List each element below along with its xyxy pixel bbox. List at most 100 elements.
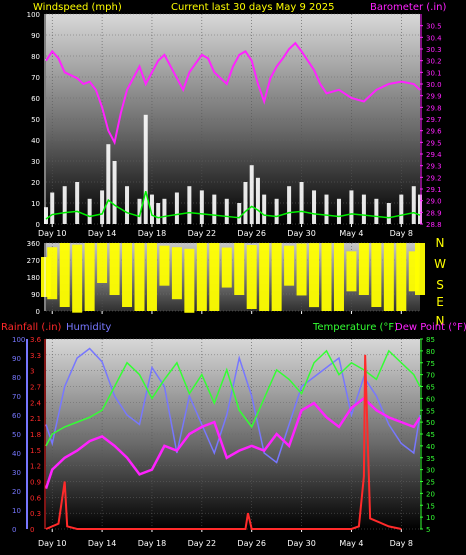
baro-tick-label: 28.9 — [426, 209, 442, 217]
wind-bar — [156, 203, 161, 224]
rain-tick-label: 3 — [30, 368, 34, 376]
temp-tick-label: 5 — [426, 526, 430, 534]
wind-bar — [50, 192, 55, 224]
baro-tick-label: 29.2 — [426, 174, 442, 182]
direction-mark — [259, 243, 270, 311]
x-tick-label: May 4 — [339, 539, 363, 548]
direction-mark — [122, 243, 133, 307]
direction-mark — [47, 247, 58, 300]
temp-tick-label: 10 — [426, 514, 435, 522]
wind-bar — [44, 207, 48, 224]
direction-mark — [41, 257, 51, 297]
humidity-title: Humidity — [66, 322, 111, 333]
rain-tick-label: 0.9 — [30, 479, 41, 487]
humidity-tick-label: 90 — [12, 355, 21, 363]
direction-mark — [159, 245, 170, 286]
temp-tick-label: 25 — [426, 479, 435, 487]
wind-tick-label: 60 — [31, 95, 40, 103]
temp-tick-label: 35 — [426, 455, 435, 463]
barometer-title: Barometer (.in) — [370, 2, 446, 13]
wind-bar — [224, 198, 229, 224]
temperature-title: Temperature (°F) — [312, 322, 398, 333]
wind-bar — [386, 203, 391, 224]
compass-label: E — [436, 295, 444, 309]
wind-tick-label: 0 — [36, 221, 40, 229]
wind-bar — [143, 114, 148, 224]
temp-tick-label: 30 — [426, 467, 435, 475]
direction-mark — [59, 243, 70, 307]
dewpoint-line — [44, 396, 422, 490]
wind-avg-line — [45, 191, 421, 220]
wind-bar — [174, 192, 179, 224]
rain-tick-label: 1.2 — [30, 463, 41, 471]
direction-mark — [358, 243, 369, 295]
wind-bar — [349, 190, 354, 224]
baro-tick-label: 29.7 — [426, 116, 442, 124]
rain-tick-label: 3.3 — [30, 352, 41, 360]
rain-tick-label: 2.7 — [30, 384, 41, 392]
wind-bar — [262, 194, 267, 224]
rain-tick-label: 1.5 — [30, 447, 41, 455]
wind-bar — [149, 194, 154, 224]
x-tick-label: Day 10 — [38, 539, 67, 548]
wind-bar — [125, 186, 130, 224]
baro-tick-label: 29.3 — [426, 163, 442, 171]
direction-mark — [333, 243, 344, 311]
dir-tick-label: 360 — [27, 240, 40, 248]
x-tick-label: Day 14 — [88, 229, 117, 238]
temp-tick-label: 75 — [426, 360, 435, 368]
temp-tick-label: 45 — [426, 431, 435, 439]
x-tick-label: Day 18 — [138, 539, 167, 548]
wind-tick-label: 100 — [27, 11, 40, 19]
baro-tick-label: 30.5 — [426, 23, 442, 31]
wind-bar — [287, 186, 292, 224]
rainfall-line — [45, 354, 402, 530]
wind-title: Windspeed (mph) — [33, 2, 122, 13]
baro-tick-label: 29.4 — [426, 151, 442, 159]
direction-mark — [234, 243, 245, 295]
temp-tick-label: 15 — [426, 502, 435, 510]
direction-mark — [271, 243, 282, 311]
direction-mark — [84, 243, 95, 311]
dewpoint-title: Dew Point (°F) — [395, 322, 466, 333]
wind-tick-label: 80 — [31, 53, 40, 61]
temperature-line — [45, 349, 421, 447]
rain-tick-label: 2.4 — [30, 399, 42, 407]
wind-bar — [249, 165, 254, 224]
series-layer — [41, 41, 425, 530]
direction-mark — [396, 243, 407, 311]
wind-bar — [212, 194, 217, 224]
compass-label: N — [436, 236, 445, 250]
temp-tick-label: 40 — [426, 443, 435, 451]
wind-tick-label: 90 — [31, 32, 40, 40]
x-tick-label: Day 30 — [287, 229, 316, 238]
wind-tick-label: 30 — [31, 158, 40, 166]
wind-bar — [418, 194, 422, 224]
humidity-tick-label: 70 — [12, 393, 21, 401]
humidity-tick-label: 30 — [12, 469, 21, 477]
wind-bar — [106, 144, 111, 224]
wind-bar — [336, 198, 341, 224]
wind-tick-label: 20 — [31, 179, 40, 187]
baro-tick-label: 29.1 — [426, 186, 442, 194]
x-tick-label: Day 22 — [188, 539, 217, 548]
baro-tick-label: 30.1 — [426, 69, 442, 77]
direction-mark — [246, 245, 257, 309]
direction-mark — [134, 243, 145, 311]
direction-mark — [408, 251, 419, 292]
wind-bar — [361, 194, 366, 224]
direction-mark — [321, 243, 332, 311]
humidity-tick-label: 60 — [12, 412, 21, 420]
wind-bar — [374, 198, 379, 224]
temp-tick-label: 55 — [426, 407, 435, 415]
wind-bar — [137, 198, 142, 224]
baro-tick-label: 30.0 — [426, 81, 442, 89]
dir-tick-label: 0 — [36, 308, 40, 316]
baro-tick-label: 28.8 — [426, 221, 442, 229]
baro-tick-label: 30.2 — [426, 58, 442, 66]
wind-bar — [411, 186, 416, 224]
temp-tick-label: 50 — [426, 419, 435, 427]
direction-mark — [171, 247, 182, 300]
x-tick-label: Day 8 — [390, 229, 413, 238]
